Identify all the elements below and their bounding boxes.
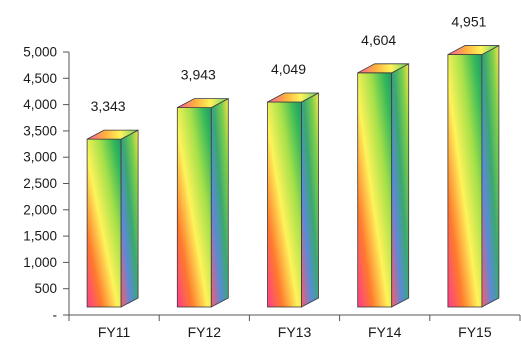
x-tick-label-fy14: FY14 — [368, 324, 402, 340]
x-tick-label-fy13: FY13 — [278, 324, 312, 340]
bar-side-face — [391, 63, 410, 308]
bar-fy15 — [447, 44, 500, 308]
y-axis: - 500 1,000 1,500 2,000 2,500 3,000 3,500 4,000 4… — [23, 45, 70, 323]
bar-front-face — [357, 72, 393, 308]
x-tick-label-fy12: FY12 — [188, 324, 222, 340]
y-tick-label: 3,000 — [23, 150, 57, 165]
data-label-fy14: 4,604 — [361, 32, 396, 48]
y-tick-label: 4,000 — [23, 97, 57, 112]
bar-top-face — [177, 98, 229, 108]
bar-side-face — [301, 92, 319, 308]
data-labels: 3,343 3,943 4,049 4,604 4,951 — [91, 14, 487, 115]
bar-front-face — [447, 54, 483, 308]
data-label-fy13: 4,049 — [271, 61, 306, 77]
bar-top-face — [86, 129, 139, 140]
x-tick-label-fy11: FY11 — [98, 324, 131, 340]
y-tick-label: 1,500 — [23, 229, 57, 244]
bar-fy13 — [267, 92, 319, 308]
bar-top-face — [357, 63, 409, 74]
bar-front-face — [176, 107, 212, 308]
data-label-fy12: 3,943 — [181, 67, 216, 83]
y-tick-label: 2,000 — [23, 202, 57, 217]
y-tick-label: 3,500 — [23, 123, 57, 138]
y-tick-label: 1,000 — [23, 255, 57, 270]
y-tick-label: 500 — [34, 281, 57, 296]
bar-top-face — [447, 45, 500, 55]
x-axis: FY11 FY12 FY13 FY14 FY15 — [68, 314, 521, 340]
bar-top-face — [267, 92, 319, 103]
y-tick-label: 5,000 — [23, 45, 57, 60]
bar-front-face — [267, 101, 302, 308]
data-label-fy15: 4,951 — [451, 14, 486, 30]
bar-front-face — [86, 138, 122, 308]
bar-fy12 — [176, 97, 229, 308]
bar-fy11 — [86, 129, 139, 308]
bar-side-face — [210, 97, 229, 308]
bars — [86, 44, 500, 308]
bar-fy14 — [357, 63, 410, 308]
bar-side-face — [120, 129, 139, 308]
y-tick-label: 4,500 — [23, 71, 57, 86]
y-tick-label: 2,500 — [23, 176, 57, 191]
y-tick-label: - — [53, 308, 58, 323]
data-label-fy11: 3,343 — [91, 98, 126, 114]
bar-side-face — [481, 44, 500, 308]
x-tick-label-fy15: FY15 — [458, 324, 492, 340]
